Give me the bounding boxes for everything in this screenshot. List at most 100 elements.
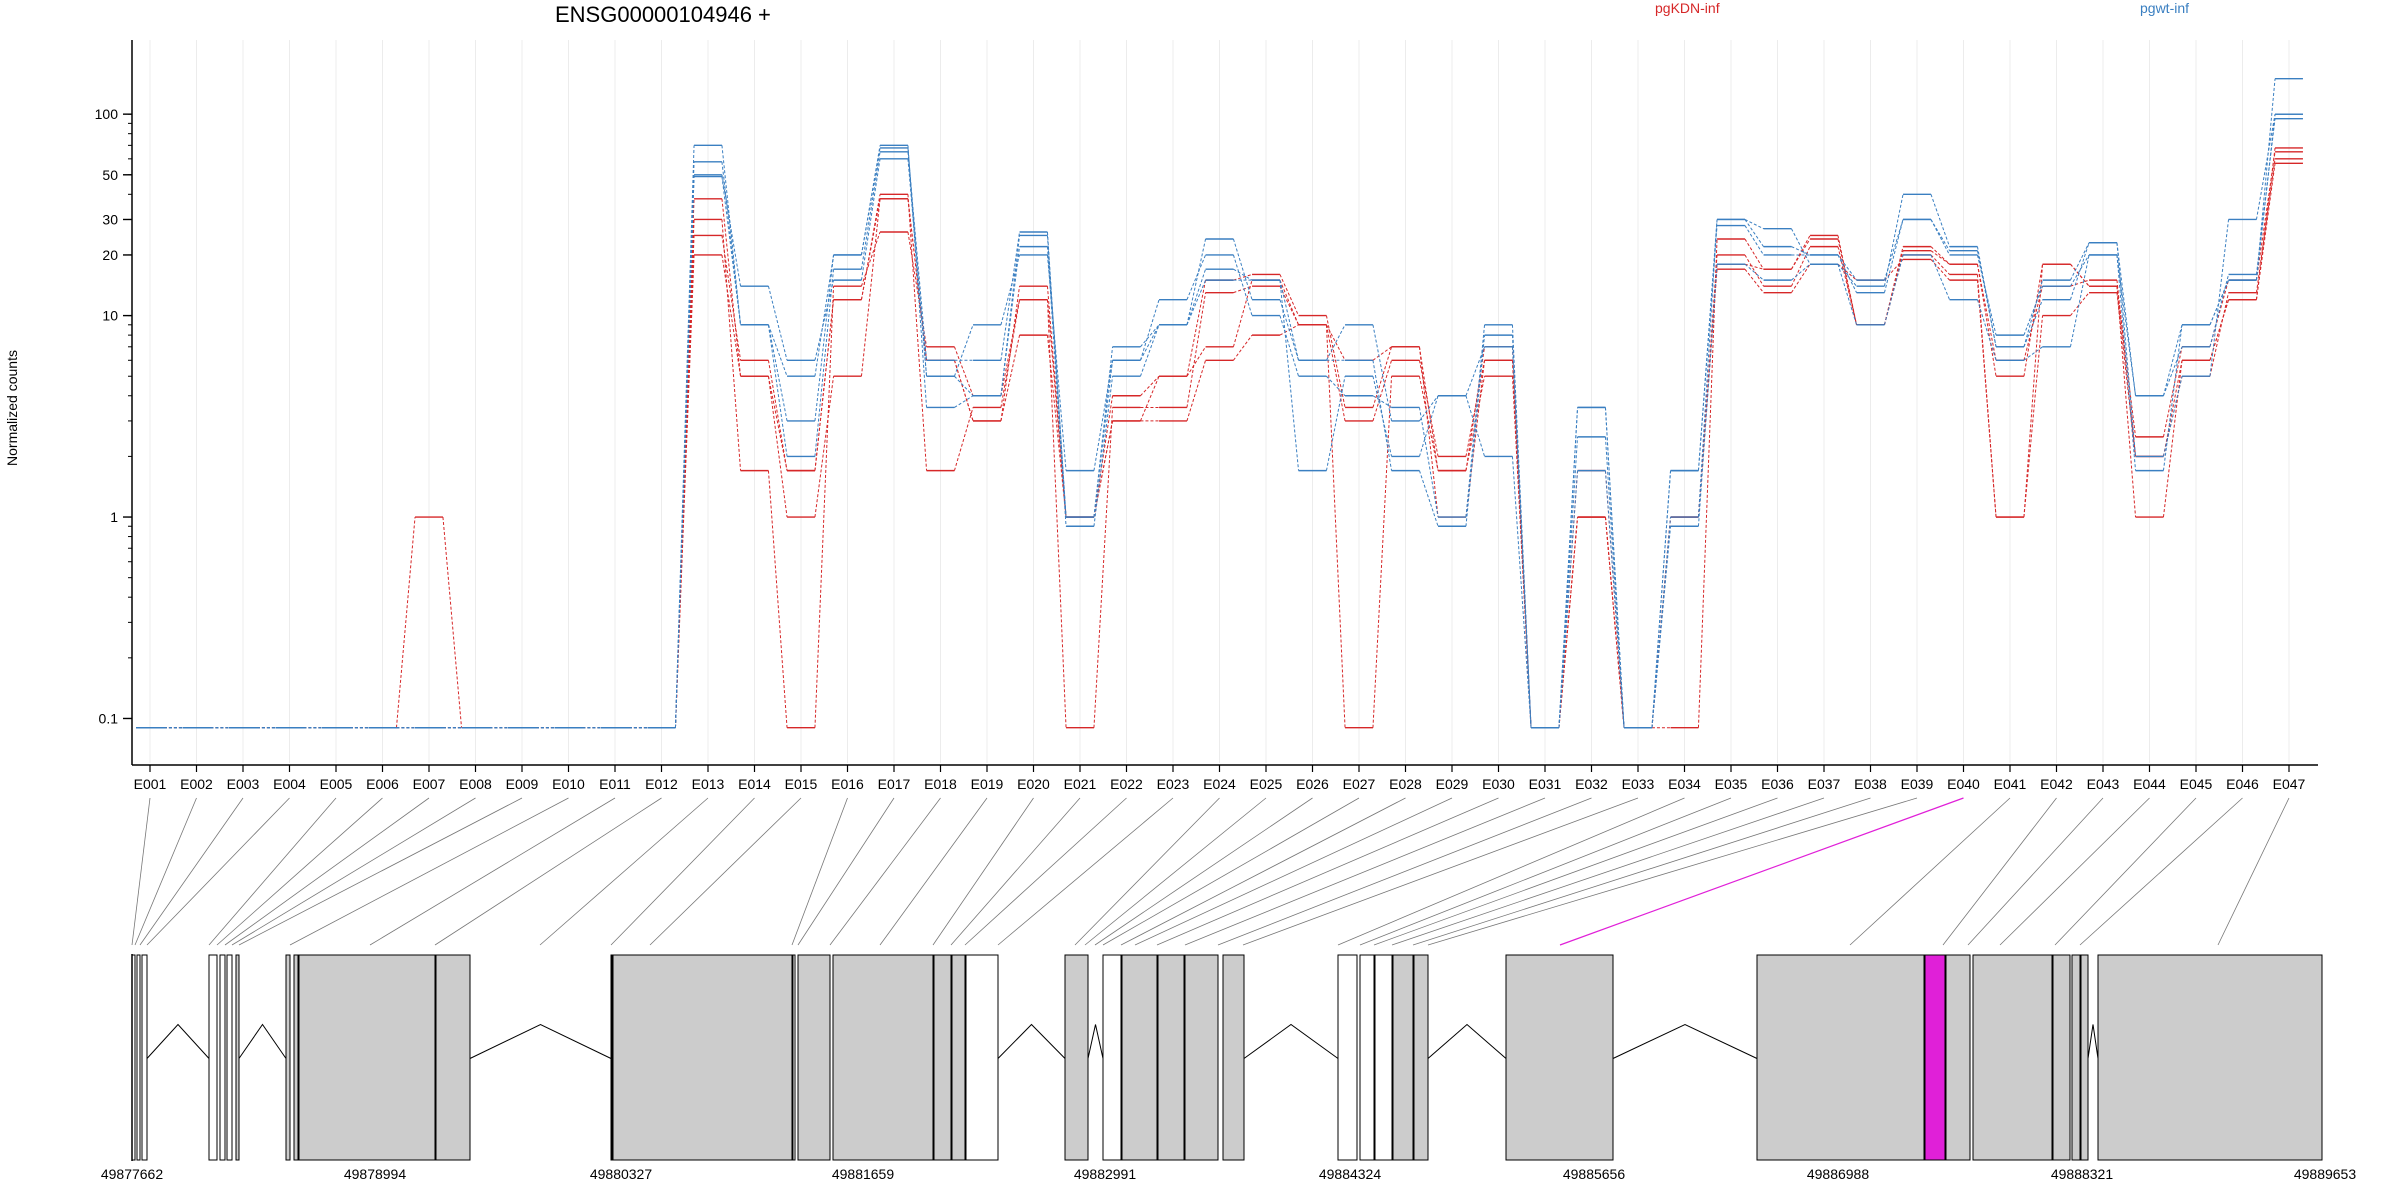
series-connector [1140,324,1160,361]
series-connector [2070,242,2090,281]
series-connector [1837,254,1857,281]
series-connector [1093,360,1114,518]
series-connector [1372,395,1392,408]
series-connector [395,516,416,728]
exon-connector-line [1217,797,1592,946]
series-connector [1046,231,1067,518]
series-connector [953,407,974,471]
genomic-coordinate-label: 49888321 [2051,1166,2114,1182]
exon-box [792,954,796,1161]
series-connector [1791,263,1811,281]
series-connector [2070,254,2090,287]
series-connector [2023,315,2044,518]
series-connector [442,516,463,728]
exon-box [1374,954,1393,1161]
x-tick-label: E002 [180,776,213,792]
series-connector [1465,324,1486,518]
series-connector [2023,299,2044,347]
genomic-coordinate-label: 49885656 [1563,1166,1626,1182]
grid-lines [149,40,2290,763]
series-connector [1325,324,1346,422]
intron-line [469,1023,612,1059]
series-connector [1976,254,1997,336]
series-connector [2116,242,2137,396]
exon-connector-line [1184,797,1546,946]
y-tick-label: 30 [102,211,118,227]
series-connector [1930,246,1950,265]
series-connector [721,219,742,471]
series-connector [1651,470,1672,728]
exon-box [1945,954,1971,1161]
series-connector [1372,376,1393,728]
x-tick-label: E003 [227,776,260,792]
series-connector [721,254,742,377]
x-tick-label: E041 [1994,776,2027,792]
series-connector [2162,360,2183,457]
series-connector [1558,436,1579,728]
series-connector [1139,324,1160,377]
y-tick-label: 50 [102,167,118,183]
exon-box [965,954,999,1161]
exon-box [226,954,233,1161]
x-tick-label: E004 [273,776,306,792]
exon-box [1064,954,1089,1161]
series-connector [1930,219,1950,251]
series-connector [1325,376,1346,471]
series-connector [1093,346,1114,518]
exon-box [1184,954,1219,1161]
exon-box [235,954,240,1161]
series-connector [1139,376,1160,422]
axes: 0.1 1 10 20 30 50 100 E001 E002 E003 E004 E005 E006 E… [95,40,2318,792]
series-connector [907,147,928,377]
series-connector [2070,292,2090,316]
series-connector [1046,299,1067,518]
exon-box [208,954,218,1161]
series-connector [2255,114,2276,220]
x-tick-label: E034 [1668,776,1701,792]
series-connector [860,147,881,256]
series-connector [1186,279,1207,326]
series-connector [954,375,974,397]
series-connector [860,158,881,281]
y-tick-label: 1 [110,509,118,525]
exon-connector-line [369,797,616,946]
highlighted-exon [1924,954,1946,1161]
exon-connector-line [2217,797,2290,946]
series-connector [1418,407,1439,518]
intron-line [1087,1024,1104,1059]
series-connector [1325,324,1346,728]
exon-connector-line [1373,797,1778,946]
series-connector [1465,346,1486,396]
genomic-coordinate-label: 49881659 [832,1166,895,1182]
series-connector [2209,219,2230,377]
series-connector [767,324,788,457]
exon-box [1359,954,1375,1161]
series-connector [1000,231,1021,361]
exon-connector-line [649,797,802,946]
exon-box [1505,954,1614,1161]
series-connector [1233,268,1253,281]
series-connector [1233,285,1253,294]
exon-connector-line [1084,797,1267,946]
series-connector [1976,274,1997,518]
exon-box [219,954,226,1161]
series-connector [1233,334,1253,361]
genomic-coordinate-label: 49889653 [2294,1166,2357,1182]
exon-box [141,954,148,1161]
exon-connector-line [2079,797,2243,946]
exon-connector-line [231,797,476,946]
intron-line [1427,1023,1507,1059]
series-connector [1139,299,1160,361]
exon-connector-line [997,797,1174,946]
x-tick-label: E010 [552,776,585,792]
x-tick-label: E029 [1436,776,1469,792]
x-tick-label: E038 [1854,776,1887,792]
series-connector [1140,375,1160,397]
exon-box [435,954,471,1161]
series-connector [814,299,835,471]
series-connector [1279,279,1300,326]
exon-box [1157,954,1185,1161]
series-connector [1093,395,1114,518]
series-connector [767,376,788,518]
x-tick-label: E045 [2180,776,2213,792]
